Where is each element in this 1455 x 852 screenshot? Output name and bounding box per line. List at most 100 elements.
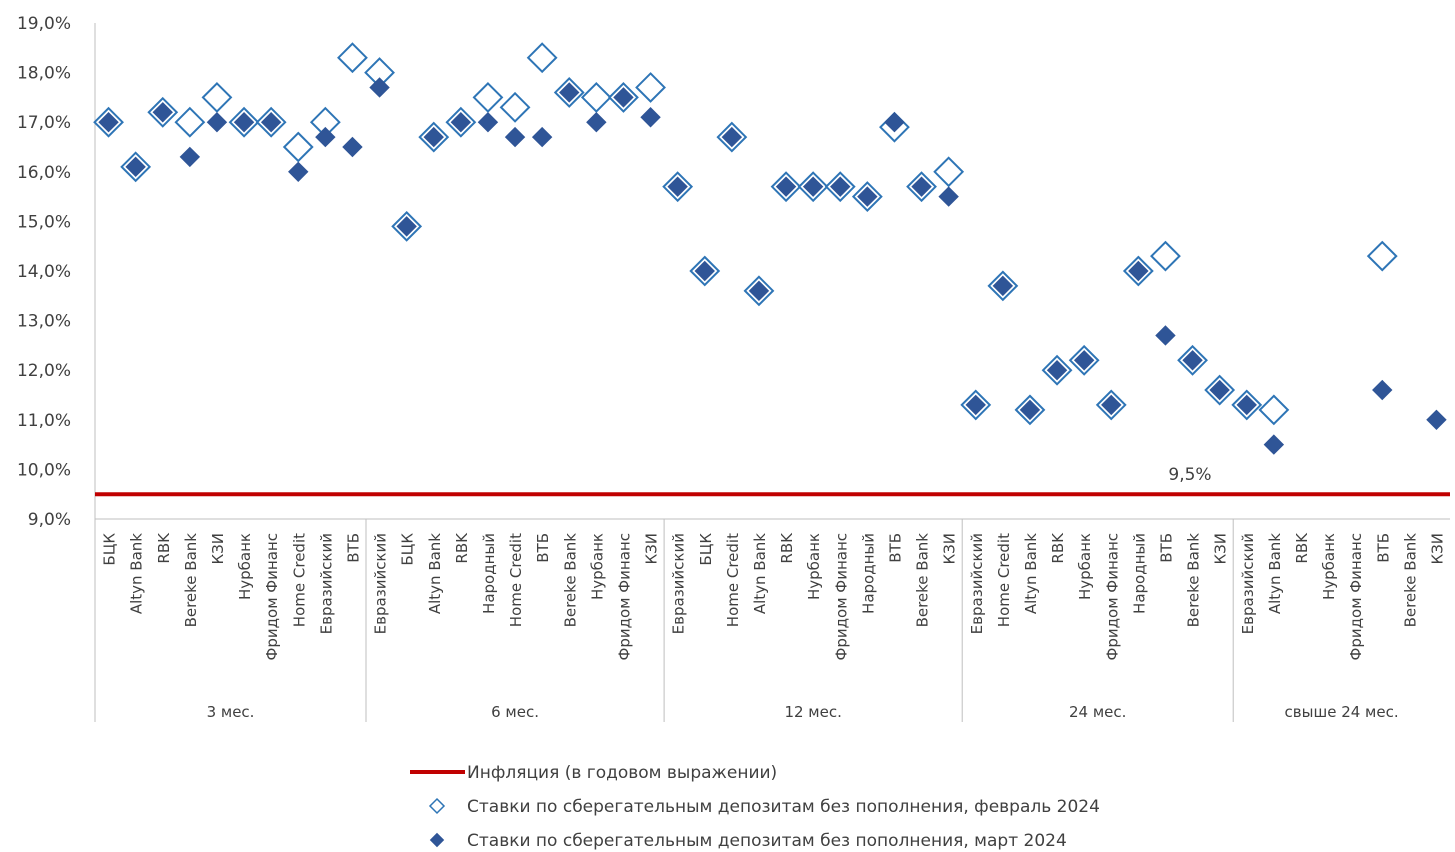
mar-2024-point: [450, 111, 472, 133]
mar-2024-point: [1046, 359, 1068, 381]
mar-2024-point: [1426, 409, 1447, 431]
x-tick-label: RBK: [1293, 532, 1311, 564]
y-tick-label: 17,0%: [17, 113, 71, 133]
x-tick-label: Евразийский: [372, 533, 390, 634]
feb-2024-point: [933, 156, 965, 188]
legend-open-diamond-icon: [428, 797, 446, 815]
mar-2024-point: [1236, 394, 1257, 416]
x-tick-label: RBK: [453, 532, 471, 564]
x-tick-label: Нурбанк: [588, 533, 606, 600]
mar-2024-point: [721, 126, 743, 148]
mar-2024-point: [396, 216, 417, 237]
y-tick-label: 14,0%: [17, 262, 71, 282]
mar-2024-point: [694, 260, 715, 282]
x-tick-label: Altyn Bank: [751, 533, 769, 614]
y-tick-label: 9,0%: [28, 510, 71, 530]
mar-2024-point: [965, 394, 986, 416]
x-tick-label: Фридом Финанс: [1347, 533, 1365, 661]
x-tick-label: ВТБ: [1374, 533, 1392, 563]
feb-2024-point: [174, 106, 206, 138]
mar-2024-point: [830, 176, 851, 197]
x-tick-label: Home Credit: [507, 533, 525, 627]
mar-2024-point: [369, 77, 390, 98]
group-label: 24 мес.: [1069, 703, 1126, 721]
x-axis: БЦК Altyn Bank RBK Bereke Bank КЗИ Нурбанк Фри…: [94, 518, 1450, 722]
feb-2024-point: [1258, 394, 1290, 426]
mar-2024-point: [613, 87, 634, 108]
x-tick-label: Евразийский: [670, 533, 688, 634]
x-tick-label: Нурбанк: [1320, 533, 1338, 600]
x-tick-label: ВТБ: [886, 533, 904, 563]
mar-2024-point: [640, 107, 661, 128]
x-tick-label: Altyn Bank: [128, 533, 146, 614]
x-tick-label: Altyn Bank: [1022, 533, 1040, 614]
mar-2024-point: [586, 111, 607, 133]
legend-label-february: Ставки по сберегательным депозитам без п…: [467, 797, 1100, 817]
x-tick-label: Bereke Bank: [182, 533, 200, 628]
y-tick-label: 19,0%: [17, 14, 71, 34]
feb-2024-point: [635, 72, 666, 103]
x-tick-label: КЗИ: [209, 533, 227, 565]
mar-2024-point: [1101, 394, 1122, 416]
mar-2024-point: [152, 102, 173, 123]
x-tick-label: RBK: [1049, 532, 1067, 564]
feb-2024-point: [472, 81, 504, 113]
y-tick-label: 11,0%: [17, 411, 71, 431]
y-tick-label: 15,0%: [17, 212, 71, 232]
x-tick-label: Нурбанк: [805, 533, 823, 600]
x-tick-label: Нурбанк: [1076, 533, 1094, 600]
series-february-2024: [93, 42, 1398, 426]
mar-2024-point: [98, 111, 119, 133]
x-tick-label: ВТБ: [344, 533, 362, 563]
mar-2024-point: [667, 176, 688, 197]
mar-2024-point: [559, 82, 580, 103]
mar-2024-point: [1128, 260, 1149, 282]
x-tick-label: Фридом Финанс: [615, 533, 633, 661]
feb-2024-point: [580, 81, 612, 113]
mar-2024-point: [342, 136, 363, 158]
x-tick-label: Фридом Финанс: [263, 533, 281, 661]
y-tick-label: 12,0%: [17, 361, 71, 381]
x-tick-label: ВТБ: [1157, 533, 1175, 563]
mar-2024-point: [1073, 350, 1095, 371]
feb-2024-point: [526, 42, 558, 74]
feb-2024-point: [201, 81, 233, 113]
mar-2024-point: [260, 111, 282, 133]
feb-2024-point: [282, 131, 314, 163]
legend-label-inflation: Инфляция (в годовом выражении): [467, 763, 777, 783]
group-label: 6 мес.: [491, 703, 539, 721]
mar-2024-point: [775, 176, 797, 197]
x-tick-label: Народный: [480, 533, 498, 614]
mar-2024-point: [911, 176, 932, 197]
inflation-label: 9,5%: [1168, 465, 1211, 485]
x-tick-label: БЦК: [697, 533, 715, 566]
series-march-2024: [98, 77, 1447, 455]
mar-2024-point: [1263, 434, 1285, 455]
legend: Инфляция (в годовом выражении) Ставки по …: [410, 763, 1100, 851]
x-tick-label: Фридом Финанс: [1103, 533, 1121, 661]
mar-2024-point: [938, 186, 959, 207]
x-tick-label: Home Credit: [290, 533, 308, 627]
x-tick-label: Евразийский: [968, 533, 986, 634]
mar-2024-point: [288, 161, 309, 183]
x-tick-label: Bereke Bank: [561, 533, 579, 628]
group-label: 3 мес.: [207, 703, 255, 721]
mar-2024-point: [884, 111, 905, 133]
x-tick-label: КЗИ: [941, 533, 959, 565]
x-tick-label: Евразийский: [317, 533, 335, 634]
y-tick-label: 18,0%: [17, 64, 71, 84]
feb-2024-point: [1150, 240, 1181, 272]
mar-2024-point: [992, 275, 1014, 297]
mar-2024-point: [857, 186, 878, 207]
feb-2024-point: [337, 42, 368, 74]
y-tick-label: 16,0%: [17, 163, 71, 183]
mar-2024-point: [315, 126, 336, 148]
x-tick-label: Bereke Bank: [1185, 533, 1203, 628]
legend-label-march: Ставки по сберегательным депозитам без п…: [467, 831, 1067, 851]
mar-2024-point: [504, 126, 526, 148]
x-tick-label: Народный: [859, 533, 877, 614]
group-label: свыше 24 мес.: [1285, 703, 1399, 721]
x-tick-label: БЦК: [101, 533, 119, 566]
mar-2024-point: [206, 111, 228, 133]
